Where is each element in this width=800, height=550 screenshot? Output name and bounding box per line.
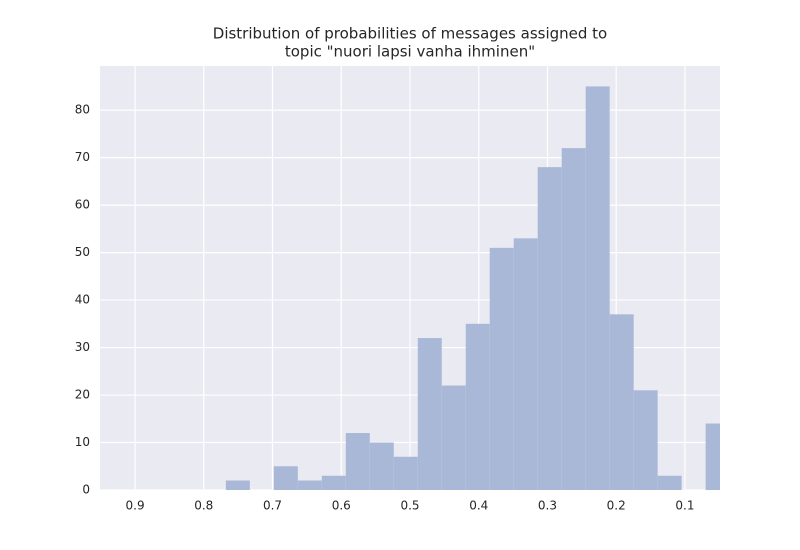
bars xyxy=(225,86,720,490)
bar xyxy=(585,86,610,490)
bar xyxy=(369,442,394,490)
x-tick-label: 0.9 xyxy=(126,499,145,513)
x-tick-label: 0.6 xyxy=(332,499,351,513)
y-tick-label: 30 xyxy=(75,340,90,354)
bar xyxy=(417,338,442,490)
bar xyxy=(489,247,514,490)
x-tick-label: 0.1 xyxy=(675,499,694,513)
y-tick-label: 40 xyxy=(75,293,90,307)
y-tick-label: 60 xyxy=(75,198,90,212)
y-tick-label: 0 xyxy=(82,483,90,497)
bar xyxy=(465,323,490,490)
bar xyxy=(225,480,250,490)
grid xyxy=(100,66,720,491)
chart-title: Distribution of probabilities of message… xyxy=(213,25,607,43)
bar xyxy=(297,480,322,490)
y-tick-label: 50 xyxy=(75,245,90,259)
bar xyxy=(393,456,418,490)
bar xyxy=(561,148,586,490)
bar xyxy=(441,385,466,490)
x-tick-label: 0.2 xyxy=(607,499,626,513)
bar xyxy=(705,423,720,490)
x-tick-label: 0.8 xyxy=(194,499,213,513)
bar xyxy=(657,475,682,490)
bar xyxy=(513,238,538,490)
bar xyxy=(633,390,658,490)
y-tick-label: 70 xyxy=(75,150,90,164)
bar xyxy=(321,475,346,490)
y-tick-label: 80 xyxy=(75,103,90,117)
bar xyxy=(345,433,370,490)
bar xyxy=(537,167,562,490)
bar xyxy=(273,466,298,490)
chart-title: topic "nuori lapsi vanha ihminen" xyxy=(285,43,535,61)
x-tick-label: 0.3 xyxy=(538,499,557,513)
y-tick-label: 20 xyxy=(75,388,90,402)
x-tick-label: 0.5 xyxy=(400,499,419,513)
x-tick-label: 0.4 xyxy=(469,499,488,513)
bar xyxy=(609,314,634,490)
x-tick-label: 0.7 xyxy=(263,499,282,513)
y-tick-label: 10 xyxy=(75,435,90,449)
